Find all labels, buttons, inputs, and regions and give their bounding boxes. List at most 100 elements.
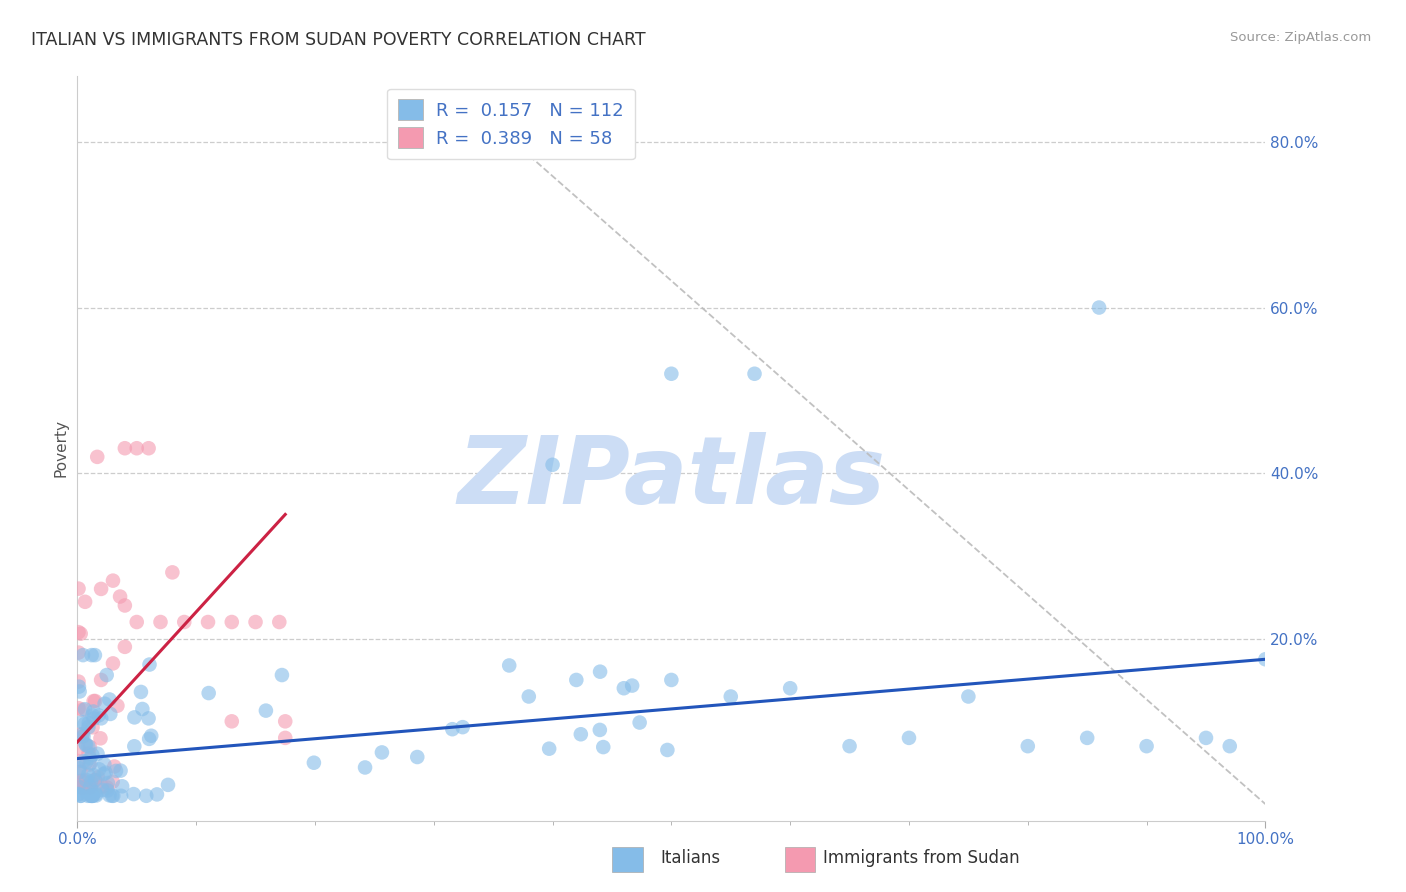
Point: [83, 711, 105, 725]
Point: [67, 741, 90, 756]
Point: [90, 673, 112, 687]
Point: [131, 702, 153, 716]
Point: [93, 767, 115, 781]
Point: [221, 615, 243, 629]
Point: [592, 740, 614, 755]
Point: [77, 780, 100, 795]
Point: [97, 776, 120, 790]
Point: [79, 780, 101, 794]
Text: Italians: Italians: [661, 849, 721, 867]
Point: [76, 789, 98, 803]
Point: [105, 764, 128, 778]
Point: [75, 780, 97, 795]
Point: [82, 705, 104, 719]
Point: [87, 770, 110, 784]
Point: [79, 751, 101, 765]
Point: [75, 772, 97, 787]
Point: [141, 729, 163, 743]
Point: [73, 717, 96, 731]
Y-axis label: Poverty: Poverty: [53, 419, 69, 477]
Point: [67, 780, 90, 794]
Point: [73, 702, 96, 716]
Point: [67, 646, 90, 660]
Point: [77, 747, 100, 761]
Point: [87, 708, 110, 723]
Point: [94, 765, 117, 780]
Point: [451, 720, 474, 734]
Point: [84, 694, 107, 708]
Point: [197, 686, 219, 700]
Point: [89, 731, 111, 746]
Point: [67, 754, 90, 768]
Point: [84, 785, 107, 799]
Point: [125, 615, 148, 629]
Point: [67, 787, 90, 801]
Point: [371, 746, 394, 760]
Point: [82, 708, 104, 723]
Point: [838, 739, 860, 753]
Point: [73, 754, 96, 768]
Point: [80, 780, 103, 795]
Point: [498, 658, 520, 673]
Point: [67, 625, 90, 640]
Point: [103, 759, 125, 773]
Point: [73, 773, 96, 788]
Point: [271, 668, 294, 682]
Point: [70, 730, 93, 744]
Point: [1254, 652, 1277, 666]
Point: [517, 690, 540, 704]
Point: [72, 648, 94, 662]
Point: [82, 747, 104, 762]
Point: [84, 788, 107, 802]
Point: [79, 756, 101, 771]
Point: [93, 757, 115, 772]
Point: [173, 615, 195, 629]
Point: [441, 722, 464, 736]
Point: [93, 697, 115, 711]
Point: [72, 780, 94, 795]
Point: [98, 706, 121, 721]
Point: [1136, 739, 1159, 753]
Point: [110, 789, 132, 803]
Point: [79, 739, 101, 754]
Point: [90, 711, 112, 725]
Point: [103, 789, 125, 803]
Point: [156, 778, 179, 792]
Point: [101, 789, 124, 803]
Point: [84, 789, 107, 803]
Point: [135, 789, 157, 803]
Point: [898, 731, 921, 745]
Point: [80, 774, 103, 789]
Point: [84, 772, 107, 787]
Text: Immigrants from Sudan: Immigrants from Sudan: [823, 849, 1019, 867]
Point: [82, 789, 104, 803]
Point: [569, 727, 592, 741]
Point: [82, 789, 104, 803]
Point: [138, 657, 160, 672]
Point: [75, 737, 97, 751]
Point: [107, 698, 129, 713]
Point: [720, 690, 742, 704]
Point: [70, 773, 93, 788]
Point: [69, 789, 91, 803]
Point: [269, 615, 291, 629]
Point: [661, 367, 683, 381]
Point: [96, 668, 118, 682]
Point: [84, 648, 107, 662]
Point: [84, 773, 107, 788]
Point: [129, 685, 152, 699]
Point: [1088, 301, 1111, 315]
Point: [91, 783, 114, 797]
Point: [565, 673, 588, 687]
Point: [67, 765, 90, 780]
Point: [541, 458, 564, 472]
Point: [621, 679, 644, 693]
Point: [75, 738, 97, 752]
Point: [149, 615, 172, 629]
Point: [354, 760, 377, 774]
Text: ITALIAN VS IMMIGRANTS FROM SUDAN POVERTY CORRELATION CHART: ITALIAN VS IMMIGRANTS FROM SUDAN POVERTY…: [31, 31, 645, 49]
Point: [70, 780, 93, 795]
Point: [138, 711, 160, 725]
Point: [79, 757, 101, 772]
Point: [67, 680, 90, 694]
